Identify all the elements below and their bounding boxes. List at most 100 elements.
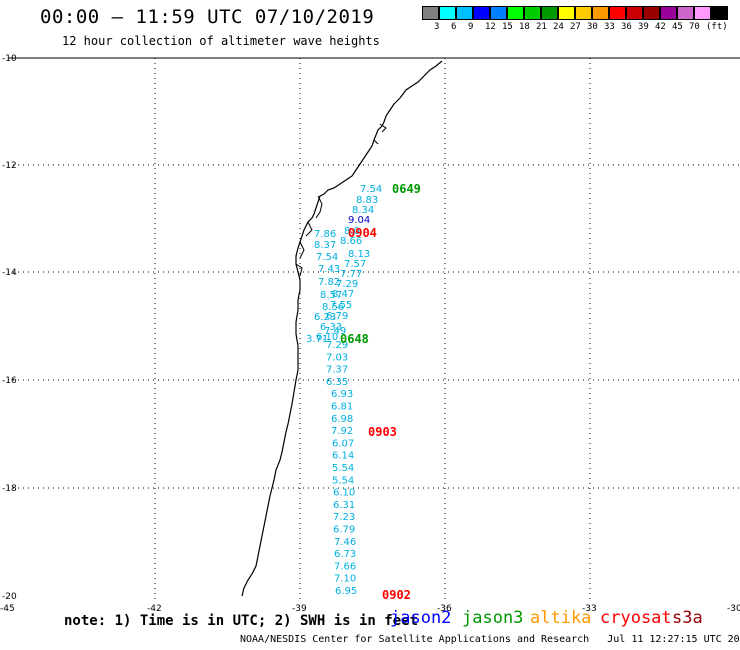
wave-height-value: 7.55 — [330, 300, 352, 311]
map-title: 00:00 – 11:59 UTC 07/10/2019 — [40, 6, 375, 28]
colorbar-label: 9 — [468, 22, 474, 32]
colorbar-swatch — [626, 6, 643, 20]
wave-height-value: 6.10 — [333, 488, 355, 499]
wave-height-value: 7.57 — [344, 259, 366, 270]
wave-height-value: 6.95 — [335, 586, 357, 597]
colorbar-label: 18 — [519, 22, 530, 32]
wave-height-value: 5.54 — [332, 475, 354, 486]
colorbar-swatch — [677, 6, 694, 20]
colorbar-swatch — [694, 6, 711, 20]
wave-height-value: 7.77 — [340, 269, 362, 280]
wave-height-value: 6.35 — [326, 377, 348, 388]
wave-height-value: 8.56 — [322, 302, 344, 313]
wave-height-colorbar — [422, 6, 728, 20]
wave-height-value: 3.71 — [306, 334, 328, 345]
colorbar-label: 45 — [672, 22, 683, 32]
wave-height-value: 6.98 — [331, 414, 353, 425]
pass-time-label: 0648 — [340, 332, 369, 346]
colorbar-label: 36 — [621, 22, 632, 32]
longitude-label: -36 — [437, 604, 452, 614]
wave-height-value: 8.37 — [314, 240, 336, 251]
colorbar-label: 6 — [451, 22, 457, 32]
wave-height-value: 7.29 — [326, 340, 348, 351]
colorbar-label: 3 — [434, 22, 440, 32]
wave-height-value: 6.23 — [314, 312, 336, 323]
map-grid: -10 -12 -14 -16 -18 -20 -45 -42 -39 -36 -33 -30 — [0, 54, 740, 614]
latitude-label: -12 — [2, 161, 17, 171]
coastline — [241, 60, 443, 597]
colorbar-label: 33 — [604, 22, 615, 32]
pass-time-label: 0903 — [368, 425, 397, 439]
wave-height-value: 8.47 — [332, 289, 354, 300]
colorbar-swatch — [575, 6, 592, 20]
wave-height-value: 7.82 — [318, 277, 340, 288]
wave-height-value: 7.23 — [333, 512, 355, 523]
latitude-label: -16 — [2, 376, 17, 386]
wave-height-value: 7.46 — [334, 537, 356, 548]
footer-credit: NOAA/NESDIS Center for Satellite Applica… — [240, 634, 740, 645]
satellite-jason3: jason3 — [462, 608, 524, 628]
colorbar-swatch — [609, 6, 626, 20]
wave-height-value: 7.49 — [324, 326, 346, 337]
note-text: note: 1) Time is in UTC; 2) SWH is in fe… — [64, 613, 419, 629]
wave-height-value: 6.81 — [331, 402, 353, 413]
wave-height-value: 6.33 — [320, 322, 342, 333]
wave-height-value: 7.37 — [326, 365, 348, 376]
pass-time-label: 0902 — [382, 588, 411, 602]
wave-height-value: 6.31 — [333, 500, 355, 511]
wave-height-value: 7.43 — [318, 264, 340, 275]
wave-height-value: 7.66 — [334, 561, 356, 572]
colorbar-label: 21 — [536, 22, 547, 32]
wave-height-value: 8.57 — [320, 290, 342, 301]
wave-height-value: 7.54 — [316, 252, 338, 263]
satellite-s3a: s3a — [672, 608, 703, 628]
colorbar-label: 15 — [502, 22, 513, 32]
longitude-label: -39 — [292, 604, 307, 614]
colorbar-label: 24 — [553, 22, 564, 32]
satellite-cryosat: cryosat — [600, 608, 672, 628]
wave-height-value: 6.14 — [332, 451, 354, 462]
wave-height-labels: 7.548.838.349.048.08.668.137.577.777.298… — [306, 182, 421, 602]
wave-height-value: 6.93 — [331, 389, 353, 400]
satellite-altika: altika — [530, 608, 592, 628]
colorbar-swatch — [711, 6, 728, 20]
wave-height-value: 6.79 — [333, 525, 355, 536]
wave-height-value: 7.54 — [360, 184, 382, 195]
wave-height-value: 8.34 — [352, 205, 374, 216]
wave-height-value: 6.10 — [316, 332, 338, 343]
colorbar-swatch — [558, 6, 575, 20]
wave-height-value: 8.0 — [344, 226, 360, 237]
colorbar-label: 30 — [587, 22, 598, 32]
latitude-label: -14 — [2, 268, 17, 278]
longitude-label: -33 — [582, 604, 597, 614]
colorbar-label: (ft) — [706, 22, 728, 32]
colorbar-swatch — [456, 6, 473, 20]
colorbar-swatch — [422, 6, 439, 20]
colorbar-swatch — [473, 6, 490, 20]
latitude-label: -20 — [2, 592, 17, 602]
colorbar-label: 70 — [689, 22, 700, 32]
wave-height-value: 7.03 — [326, 352, 348, 363]
wave-height-value: 7.29 — [336, 279, 358, 290]
satellite-jason2: jason2 — [390, 608, 452, 628]
colorbar-swatch — [439, 6, 456, 20]
colorbar-swatch — [592, 6, 609, 20]
pass-time-label: 0649 — [392, 182, 421, 196]
colorbar-swatch — [643, 6, 660, 20]
colorbar-swatch — [541, 6, 558, 20]
colorbar-swatch — [660, 6, 677, 20]
wave-height-value: 5.54 — [332, 463, 354, 474]
wave-height-value: 7.92 — [331, 426, 353, 437]
colorbar-swatch — [490, 6, 507, 20]
wave-height-value: 8.66 — [340, 236, 362, 247]
latitude-label: -18 — [2, 484, 17, 494]
map-subtitle: 12 hour collection of altimeter wave hei… — [62, 34, 380, 48]
latitude-label: -10 — [2, 54, 17, 64]
pass-time-label: 0904 — [348, 226, 377, 240]
colorbar-label: 12 — [485, 22, 496, 32]
wave-height-value: 6.73 — [334, 549, 356, 560]
colorbar-label: 42 — [655, 22, 666, 32]
longitude-label: -45 — [0, 604, 15, 614]
wave-height-value: 6.07 — [332, 438, 354, 449]
